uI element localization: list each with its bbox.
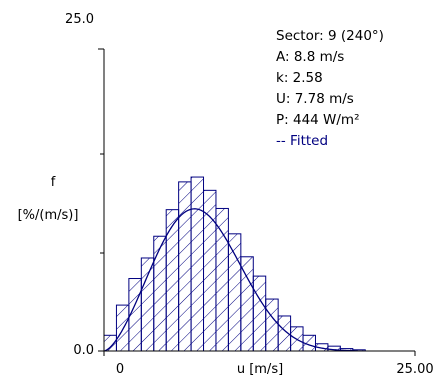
histogram-bar bbox=[178, 181, 192, 352]
y-axis-label-unit: [%/(m/s)] bbox=[18, 208, 79, 223]
histogram-bars bbox=[103, 176, 366, 352]
y-axis-label-f: f bbox=[51, 175, 56, 190]
x-tick-label-right: 25.00 bbox=[396, 362, 433, 377]
x-axis-label: u [m/s] bbox=[237, 362, 283, 377]
y-tick-label-bottom: 0.0 bbox=[73, 343, 94, 358]
histogram-bar bbox=[153, 235, 167, 352]
histogram-bar bbox=[240, 256, 254, 352]
histogram-bar bbox=[265, 298, 279, 352]
histogram-bar bbox=[140, 257, 155, 352]
legend: Sector: 9 (240°) A: 8.8 m/s k: 2.58 U: 7… bbox=[276, 28, 384, 149]
x-tick-label-left: 0 bbox=[116, 362, 124, 377]
fitted-weibull-curve bbox=[103, 208, 358, 352]
legend-p: P: 444 W/m² bbox=[276, 112, 360, 128]
histogram-bar bbox=[203, 189, 217, 352]
histogram-bar bbox=[190, 176, 205, 352]
histogram-bar bbox=[115, 304, 130, 352]
histogram-bar bbox=[165, 209, 180, 352]
histogram-bar bbox=[215, 207, 229, 352]
legend-sector: Sector: 9 (240°) bbox=[276, 28, 384, 44]
y-tick-label-top: 25.0 bbox=[65, 12, 94, 27]
legend-fitted: -- Fitted bbox=[276, 133, 328, 149]
legend-k: k: 2.58 bbox=[276, 70, 323, 86]
histogram-bar bbox=[227, 233, 242, 352]
legend-a: A: 8.8 m/s bbox=[276, 49, 344, 65]
histogram-bar bbox=[252, 275, 267, 352]
legend-u: U: 7.78 m/s bbox=[276, 91, 354, 107]
